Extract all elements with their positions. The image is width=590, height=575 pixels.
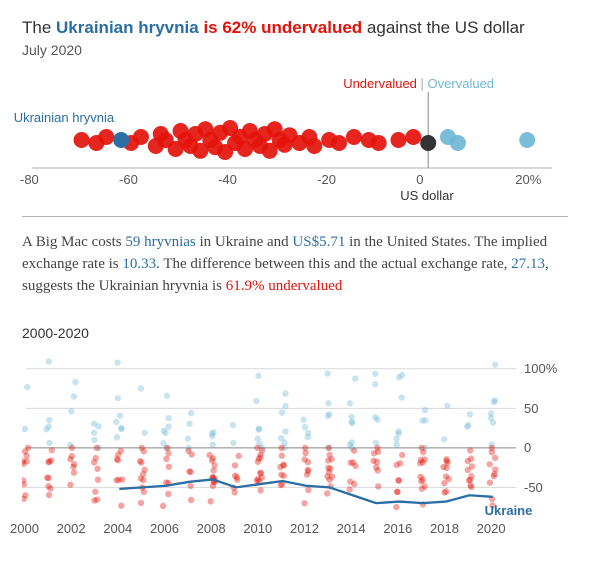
usd-label: US dollar [400,188,453,203]
chart2-ytick: 0 [524,440,531,455]
chart1-svg [22,82,562,202]
chart2-ytick: 100% [524,361,557,376]
history-scatter-chart: 100%500-50200020022004200620082010201220… [22,347,562,537]
implied-rate: 10.33 [122,256,156,272]
chart2-xtick: 2008 [197,521,226,536]
valuation-strip-chart: -80-60-40-20020%Undervalued | Overvalued… [22,82,562,202]
price-usd: US$5.71 [292,234,345,250]
chart2-xtick: 2002 [57,521,86,536]
divider [22,216,568,217]
chart1-xtick: 0 [416,172,423,187]
chart2-xtick: 2012 [290,521,319,536]
chart2-xtick: 2018 [430,521,459,536]
undervaluation: 61.9% undervalued [226,278,343,294]
description: A Big Mac costs 59 hryvnias in Ukraine a… [22,232,568,297]
chart1-legend: Undervalued | Overvalued [343,76,494,91]
chart2-xtick: 2014 [337,521,366,536]
chart2-ytick: -50 [524,480,543,495]
chart2-xtick: 2000 [10,521,39,536]
chart2-xtick: 2006 [150,521,179,536]
chart1-xtick: -20 [317,172,336,187]
title-suffix: against the US dollar [367,18,525,37]
chart2-svg [22,347,562,537]
chart1-xtick: -80 [20,172,39,187]
title-currency: Ukrainian hryvnia [56,18,199,37]
chart2-xtick: 2004 [103,521,132,536]
subtitle-2: 2000-2020 [22,325,568,341]
chart2-xtick: 2010 [243,521,272,536]
price-local: 59 hryvnias [125,234,195,250]
chart1-xtick: 20% [515,172,541,187]
chart1-xtick: -40 [218,172,237,187]
page-title: The Ukrainian hryvnia is 62% undervalued… [22,18,568,38]
chart1-xtick: -60 [119,172,138,187]
title-prefix: The [22,18,51,37]
subtitle: July 2020 [22,42,568,58]
ukraine-label: Ukraine [485,503,533,518]
chart2-xtick: 2016 [383,521,412,536]
hryvnia-label: Ukrainian hryvnia [0,110,114,125]
actual-rate: 27.13 [511,256,545,272]
title-valuation: is 62% undervalued [203,18,362,37]
chart2-xtick: 2020 [477,521,506,536]
chart2-ytick: 50 [524,401,538,416]
